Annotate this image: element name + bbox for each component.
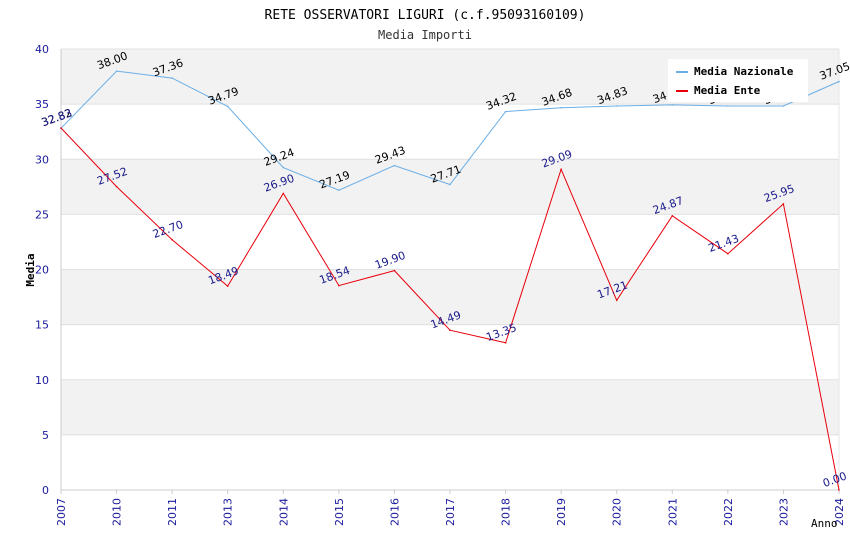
data-point — [115, 70, 118, 72]
x-tick-label: 2024 — [833, 498, 846, 526]
axes: 0 5 10 15 20 25 30 35 40 2007 2010 2011 2013 2014 2015… — [35, 43, 846, 526]
data-point — [504, 342, 507, 344]
x-tick-label: 2013 — [222, 498, 235, 526]
data-point — [504, 110, 507, 113]
x-tick-label: 2018 — [500, 498, 513, 526]
y-tick-label: 30 — [35, 153, 49, 166]
data-point — [226, 105, 229, 108]
data-point — [393, 164, 396, 167]
x-tick-label: 2020 — [611, 498, 624, 526]
x-tick-label: 2010 — [111, 498, 124, 526]
x-tick-label: 2023 — [777, 498, 790, 526]
grid-band — [61, 269, 839, 325]
y-tick-label: 25 — [35, 208, 49, 221]
data-point — [449, 329, 451, 332]
grid-bands — [61, 48, 839, 491]
series-layer — [60, 70, 840, 491]
y-tick-label: 35 — [35, 98, 49, 111]
data-point — [727, 252, 729, 255]
data-point — [449, 183, 451, 186]
data-point — [782, 105, 785, 107]
x-tick-label: 2019 — [555, 498, 568, 526]
y-axis-label: Media — [24, 253, 37, 286]
data-point — [560, 106, 562, 109]
data-point — [338, 284, 340, 287]
data-point — [282, 166, 285, 169]
grid-band — [61, 379, 839, 435]
data-point — [60, 127, 62, 129]
data-point — [226, 285, 229, 287]
data-point — [615, 105, 618, 107]
data-point — [393, 269, 396, 272]
y-tick-label: 20 — [35, 264, 49, 277]
y-tick-label: 40 — [35, 43, 49, 56]
x-tick-label: 2014 — [277, 498, 290, 526]
x-tick-label: 2021 — [666, 498, 679, 526]
x-tick-label: 2017 — [444, 498, 457, 526]
data-point — [727, 105, 729, 107]
data-point — [782, 203, 785, 205]
grid-band — [61, 214, 839, 270]
data-point — [671, 104, 674, 106]
data-point — [171, 77, 173, 79]
chart-title: RETE OSSERVATORI LIGURI (c.f.95093160109… — [265, 8, 586, 23]
x-tick-label: 2016 — [388, 498, 401, 526]
data-point — [838, 80, 840, 83]
data-point — [171, 238, 173, 241]
grid-band — [61, 434, 839, 490]
data-point — [560, 168, 562, 171]
grid-band — [61, 104, 839, 160]
legend-label: Media Nazionale — [694, 65, 794, 78]
y-tick-label: 15 — [35, 319, 49, 332]
x-tick-label: 2007 — [55, 498, 68, 526]
data-point — [282, 192, 285, 195]
data-point — [671, 215, 674, 217]
data-point — [115, 185, 118, 188]
legend-label: Media Ente — [694, 84, 761, 97]
x-tick-label: 2022 — [722, 498, 735, 526]
grid-band — [61, 159, 839, 215]
grid-band — [61, 324, 839, 380]
x-tick-label: 2015 — [333, 498, 346, 526]
x-tick-label: 2011 — [166, 498, 179, 526]
y-tick-label: 10 — [35, 374, 49, 387]
data-point — [615, 299, 618, 302]
legend-box — [668, 59, 808, 102]
chart-subtitle: Media Importi — [378, 28, 472, 42]
x-axis-label: Anno — [811, 517, 838, 530]
data-point — [838, 489, 840, 491]
legend: Media Nazionale Media Ente — [668, 59, 808, 102]
data-point — [338, 189, 340, 192]
y-tick-label: 5 — [42, 429, 49, 442]
y-tick-label: 0 — [42, 484, 49, 497]
